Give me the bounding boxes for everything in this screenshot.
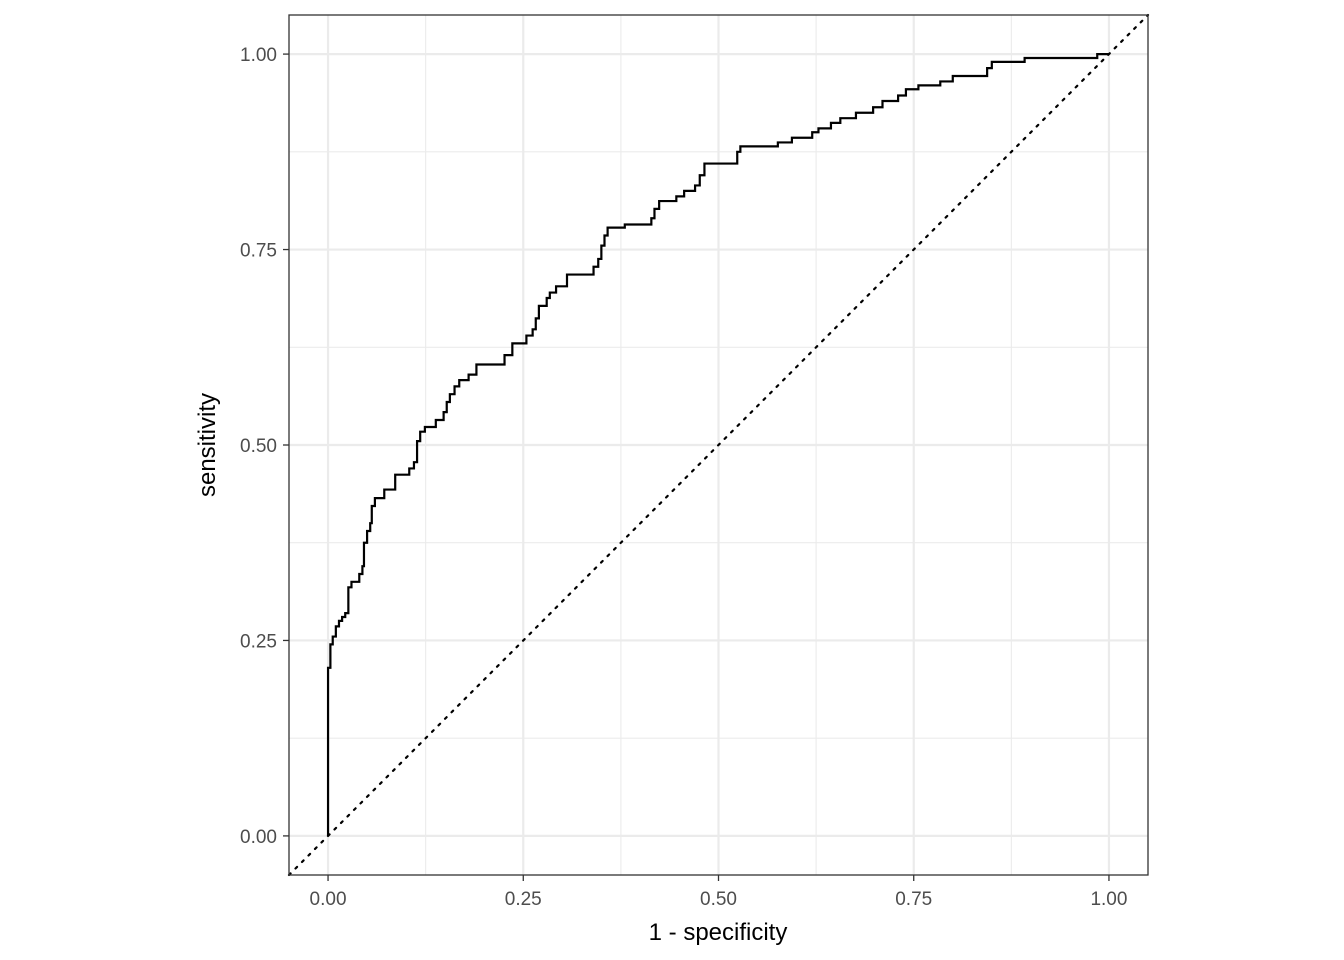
y-tick-label: 1.00 <box>240 45 277 66</box>
y-tick-label: 0.00 <box>240 827 277 848</box>
x-tick-label: 0.00 <box>310 889 347 910</box>
x-tick-label: 0.75 <box>895 889 932 910</box>
x-tick-label: 0.50 <box>700 889 737 910</box>
y-axis-title: sensitivity <box>194 393 221 497</box>
y-axis: 0.00 0.25 0.50 0.75 1.00 <box>240 45 289 848</box>
x-tick-label: 1.00 <box>1090 889 1127 910</box>
y-tick-label: 0.75 <box>240 241 277 262</box>
x-axis: 0.00 0.25 0.50 0.75 1.00 <box>310 875 1127 910</box>
y-tick-label: 0.50 <box>240 436 277 457</box>
x-tick-label: 0.25 <box>505 889 542 910</box>
y-tick-label: 0.25 <box>240 631 277 652</box>
roc-curve-line <box>326 52 1109 836</box>
chance-diagonal-line <box>287 13 1150 877</box>
x-axis-title: 1 - specificity <box>649 919 788 946</box>
